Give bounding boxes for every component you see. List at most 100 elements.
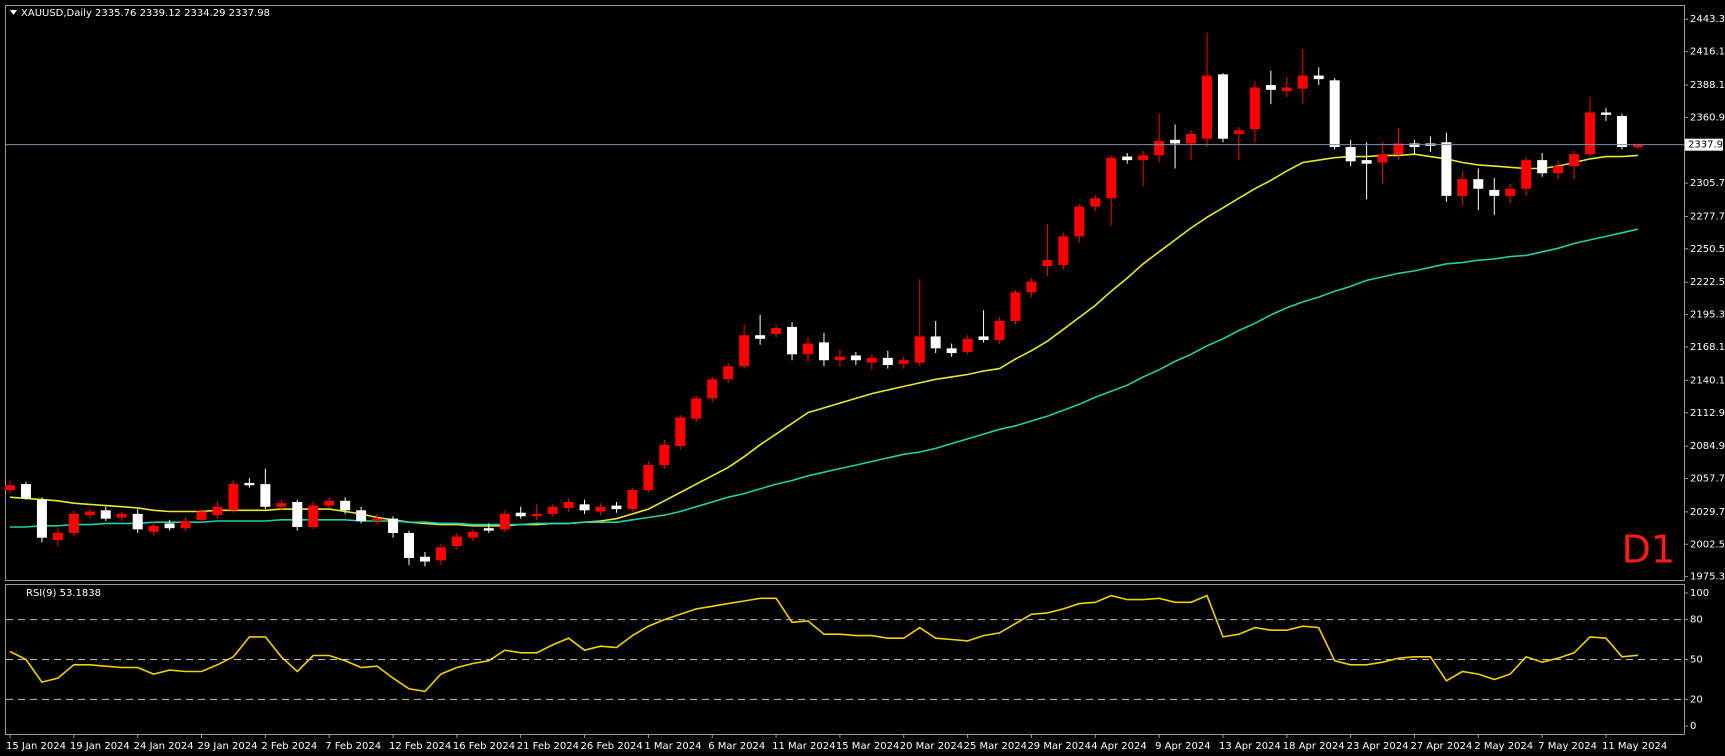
y-tick-label: 2002.50 (1690, 539, 1725, 550)
candle-body (1569, 154, 1580, 167)
candle-body (1106, 157, 1117, 199)
candle-body (148, 525, 159, 532)
candle-body (675, 417, 686, 446)
candle-body (100, 510, 111, 519)
candle-body (308, 505, 319, 527)
candle-body (435, 547, 446, 561)
candle-body (1361, 160, 1372, 164)
x-tick-label: 4 Apr 2024 (1091, 741, 1146, 752)
candle-body (1058, 236, 1069, 265)
candle-body (1441, 142, 1452, 196)
candle-body (1170, 139, 1181, 144)
y-tick-label: 2222.50 (1690, 277, 1725, 288)
menu-arrow[interactable] (10, 10, 17, 15)
candle-body (84, 511, 95, 516)
candle-body (755, 335, 766, 339)
candle-body (1537, 160, 1548, 174)
candle-body (1265, 85, 1276, 90)
candle-body (930, 336, 941, 349)
y-tick-label: 2168.10 (1690, 342, 1725, 353)
candle-body (1249, 87, 1260, 130)
candle-body (1505, 188, 1516, 196)
candle-body (1281, 87, 1292, 92)
y-tick-label: 2443.30 (1690, 14, 1725, 25)
candle-body (914, 336, 925, 363)
y-tick-label: 2250.50 (1690, 244, 1725, 255)
price-tag-box (1685, 138, 1723, 151)
candle-body (1090, 198, 1101, 207)
candle-body (180, 521, 191, 529)
y-tick-label: 2416.10 (1690, 47, 1725, 58)
x-tick-label: 16 Feb 2024 (453, 741, 515, 752)
candle-body (5, 485, 15, 491)
x-tick-label: 9 Apr 2024 (1155, 741, 1210, 752)
candle-body (356, 510, 367, 522)
y-tick-label: 2112.90 (1690, 408, 1725, 419)
candle-body (1601, 112, 1611, 115)
candle-body (946, 348, 957, 354)
candle-body (276, 503, 287, 507)
timeframe-label: D1 (1622, 528, 1675, 572)
candle-body (547, 506, 558, 514)
rsi-line (9, 594, 1638, 693)
candle-body (1313, 75, 1324, 80)
candle-body (451, 536, 462, 547)
y-tick-label: 2084.90 (1690, 441, 1725, 452)
x-tick-label: 23 Apr 2024 (1347, 741, 1409, 752)
x-tick-label: 15 Jan 2024 (6, 741, 66, 752)
y-tick-label: 2360.90 (1690, 112, 1725, 123)
candle-body (260, 484, 271, 507)
candle-body (1521, 160, 1532, 189)
y-tick-label: 2057.70 (1690, 474, 1725, 485)
x-tick-label: 7 Feb 2024 (325, 741, 381, 752)
x-tick-label: 1 Mar 2024 (644, 741, 701, 752)
candle-body (1154, 141, 1165, 156)
candle-body (595, 506, 606, 512)
x-tick-label: 2 Feb 2024 (261, 741, 317, 752)
candle-body (691, 398, 702, 419)
candle-body (1138, 155, 1149, 161)
candle-body (1632, 144, 1643, 148)
candle-body (1585, 112, 1596, 155)
candle-body (707, 379, 718, 399)
candle-body (116, 513, 127, 518)
x-tick-label: 6 Mar 2024 (708, 741, 765, 752)
x-tick-label: 13 Apr 2024 (1219, 741, 1281, 752)
candle-body (563, 501, 574, 508)
x-tick-label: 26 Feb 2024 (581, 741, 643, 752)
main-panel-frame (5, 5, 1685, 581)
candle-body (515, 512, 526, 517)
candle-body (1042, 260, 1053, 267)
candle-body (898, 360, 909, 364)
candle-body (1345, 147, 1356, 162)
y-tick-label: 1975.30 (1690, 572, 1725, 583)
candle-body (196, 511, 207, 520)
x-tick-label: 7 May 2024 (1538, 741, 1597, 752)
candle-body (404, 532, 414, 558)
candle-body (882, 357, 893, 366)
candle-body (483, 528, 494, 531)
x-tick-label: 19 Jan 2024 (70, 741, 130, 752)
candle-body (1074, 206, 1085, 237)
x-tick-label: 15 Mar 2024 (836, 741, 899, 752)
candle-body (1233, 130, 1244, 134)
candle-body (978, 336, 989, 340)
candle-body (372, 518, 383, 522)
y-tick-label: 2277.70 (1690, 211, 1725, 222)
candle-body (419, 556, 430, 562)
x-tick-label: 11 May 2024 (1602, 741, 1667, 752)
candle-body (1457, 179, 1468, 196)
x-tick-label: 20 Mar 2024 (900, 741, 963, 752)
candle-body (1489, 189, 1500, 196)
candle-body (739, 335, 750, 367)
candle-body (52, 532, 63, 541)
candle-body (962, 338, 973, 352)
y-tick-label: 0 (1690, 721, 1696, 732)
candle-body (340, 500, 351, 511)
candle-body (68, 513, 79, 533)
x-tick-label: 29 Mar 2024 (1027, 741, 1090, 752)
candle-body (771, 328, 782, 335)
candle-body (1393, 143, 1404, 155)
